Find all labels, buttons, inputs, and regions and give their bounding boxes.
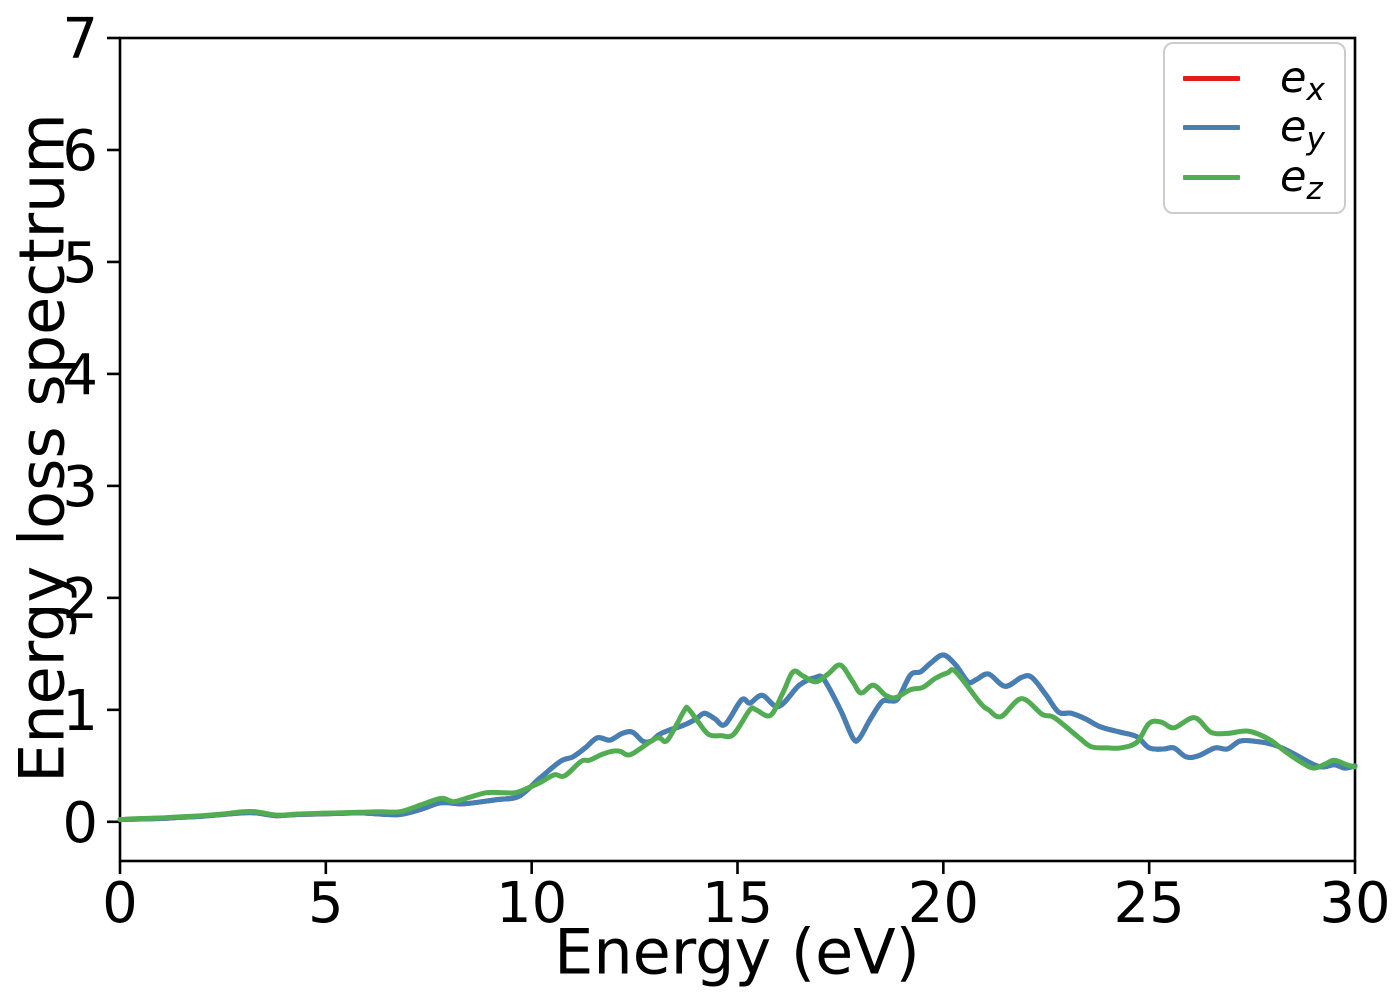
series-line-e_z	[117, 662, 1358, 823]
y-tick-label: 0	[62, 791, 98, 856]
legend-item-ex: ex	[1183, 53, 1344, 109]
x-tick-label: 10	[496, 871, 567, 936]
y-tick-label: 5	[62, 231, 98, 296]
legend-label-ez: ez	[1280, 151, 1323, 207]
x-axis-label: Energy (eV)	[554, 915, 920, 989]
x-tick-label: 5	[308, 871, 344, 936]
series-line-e_x	[117, 652, 1358, 823]
series-line-e_y	[117, 652, 1358, 823]
x-tick-label: 25	[1114, 871, 1185, 936]
x-tick-label: 30	[1319, 871, 1390, 936]
x-tick-label: 20	[908, 871, 979, 936]
legend-line-ex-icon	[1183, 76, 1240, 82]
legend-line-ez-icon	[1183, 174, 1240, 180]
legend-line-ey-icon	[1183, 125, 1240, 131]
legend: ex ey ez	[1163, 42, 1346, 214]
legend-item-ey: ey	[1183, 102, 1344, 158]
legend-label-ex: ex	[1280, 53, 1325, 109]
y-tick-label: 2	[62, 567, 98, 632]
y-tick-label: 3	[62, 455, 98, 520]
y-tick-label: 7	[62, 7, 98, 72]
legend-label-ey: ey	[1280, 102, 1325, 158]
x-tick-label: 0	[102, 871, 138, 936]
legend-item-ez: ez	[1183, 151, 1344, 207]
y-tick-label: 6	[62, 119, 98, 184]
y-tick-label: 1	[62, 679, 98, 744]
y-tick-label: 4	[62, 343, 98, 408]
y-axis-label: Energy loss spectrum	[5, 113, 79, 783]
x-tick-label: 15	[702, 871, 773, 936]
